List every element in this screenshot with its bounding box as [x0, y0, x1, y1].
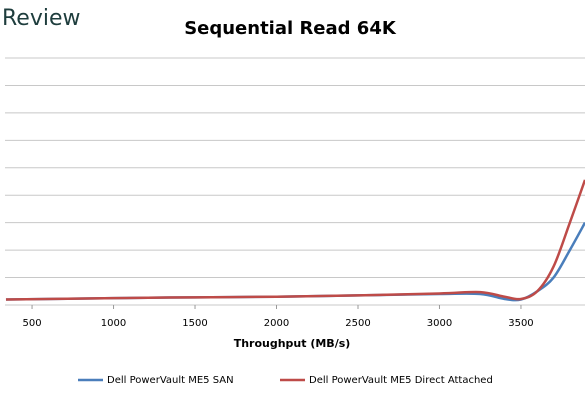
- x-tick-label: 500: [23, 318, 42, 329]
- series-line: [5, 222, 585, 302]
- x-tick-label: 3000: [427, 318, 452, 329]
- legend-label: Dell PowerVault ME5 SAN: [107, 375, 234, 386]
- x-tick-label: 2000: [264, 318, 289, 329]
- legend-label: Dell PowerVault ME5 Direct Attached: [309, 375, 493, 386]
- x-tick-label: 3500: [508, 318, 533, 329]
- x-tick-label: 2500: [345, 318, 370, 329]
- x-tick-label: 1000: [101, 318, 126, 329]
- chart-title: Sequential Read 64K: [184, 18, 397, 39]
- x-axis-title: Throughput (MB/s): [234, 337, 351, 350]
- series-line: [5, 179, 585, 301]
- x-tick-label: 1500: [182, 318, 207, 329]
- logo: Review: [2, 6, 81, 31]
